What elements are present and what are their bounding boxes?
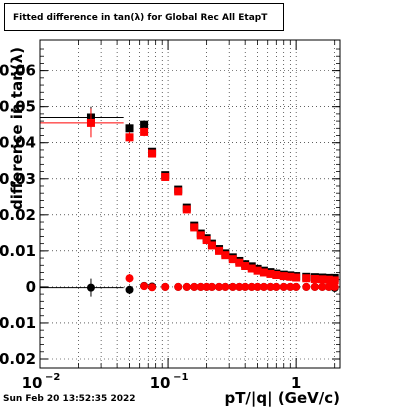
data-point-circle [302, 282, 311, 291]
data-point-circle [310, 282, 319, 291]
y-tick-label: 0.04 [0, 134, 36, 152]
data-point-circle [318, 282, 327, 291]
data-point-circle [196, 282, 205, 291]
chart-title: Fitted difference in tan(λ) for Global R… [4, 3, 284, 31]
data-point-square [292, 273, 301, 282]
data-point-circle [86, 283, 95, 292]
data-point-square [86, 118, 95, 127]
data-point-square [241, 261, 250, 270]
data-point-circle [221, 282, 230, 291]
x-tick-label: 10 [22, 374, 43, 392]
y-tick-label: 0.01 [0, 242, 36, 260]
y-axis-label: difference in tan(λ) [8, 47, 26, 210]
data-point-square [148, 149, 157, 158]
timestamp: Sun Feb 20 13:52:35 2022 [3, 394, 136, 404]
x-tick-label: 1 [291, 374, 301, 392]
data-point-square [272, 271, 281, 280]
data-point-circle [190, 282, 199, 291]
data-point-square [330, 276, 339, 285]
data-point-square [302, 274, 311, 283]
data-point-circle [324, 282, 333, 291]
data-point-circle [266, 282, 275, 291]
data-point-square [221, 251, 230, 260]
data-point-square [190, 223, 199, 232]
x-axis-ticks: 10 −2 10 −1 1 [22, 40, 336, 392]
data-point-square [140, 127, 149, 136]
data-point-circle [207, 282, 216, 291]
y-tick-label: 0.05 [0, 98, 36, 116]
data-point-square [318, 275, 327, 284]
data-point-square [140, 120, 149, 129]
data-point-square [235, 258, 244, 267]
data-point-circle [272, 282, 281, 291]
data-points [40, 106, 339, 297]
data-point-circle [140, 282, 149, 291]
data-point-circle [286, 282, 295, 291]
x-tick-exponent: −2 [45, 372, 60, 383]
data-point-circle [241, 282, 250, 291]
data-point-circle [330, 282, 339, 291]
data-point-square [310, 274, 319, 283]
y-axis-ticks: −0.02 −0.01 0 0.01 0.02 0.03 0.04 0.05 0.06 [0, 48, 340, 368]
data-point-circle [259, 282, 268, 291]
data-point-circle [279, 282, 288, 291]
data-point-square [174, 187, 183, 196]
data-point-square [196, 231, 205, 240]
data-point-circle [148, 283, 157, 292]
data-point-circle [182, 282, 191, 291]
y-tick-label: −0.02 [0, 350, 36, 368]
data-point-square [207, 241, 216, 250]
data-point-square [182, 205, 191, 214]
y-tick-label: 0.03 [0, 170, 36, 188]
plot-frame [39, 39, 341, 369]
data-point-circle [215, 282, 224, 291]
data-point-square [266, 269, 275, 278]
data-point-square [125, 133, 134, 142]
data-point-circle [247, 282, 256, 291]
data-point-square [324, 275, 333, 284]
data-point-circle [253, 282, 262, 291]
y-tick-label: 0.02 [0, 206, 36, 224]
data-point-square [259, 268, 268, 277]
data-point-circle [125, 285, 134, 294]
data-point-square [247, 264, 256, 273]
data-point-square [215, 246, 224, 255]
data-point-square [161, 172, 170, 181]
data-point-square [286, 272, 295, 281]
data-point-square [125, 124, 134, 133]
grid-lines [39, 40, 340, 368]
data-point-circle [125, 274, 134, 283]
data-point-square [253, 266, 262, 275]
y-tick-label: 0.06 [0, 62, 36, 80]
y-tick-label: 0 [26, 278, 36, 296]
x-tick-exponent: −1 [173, 372, 188, 383]
data-point-circle [228, 282, 237, 291]
x-axis-label: pT/|q| (GeV/c) [224, 389, 340, 407]
data-point-circle [235, 282, 244, 291]
data-point-circle [292, 282, 301, 291]
data-point-square [202, 236, 211, 245]
data-point-circle [174, 282, 183, 291]
y-tick-label: −0.01 [0, 314, 36, 332]
data-point-square [228, 255, 237, 264]
data-point-circle [161, 282, 170, 291]
x-tick-label: 10 [150, 374, 171, 392]
data-point-square [279, 272, 288, 281]
